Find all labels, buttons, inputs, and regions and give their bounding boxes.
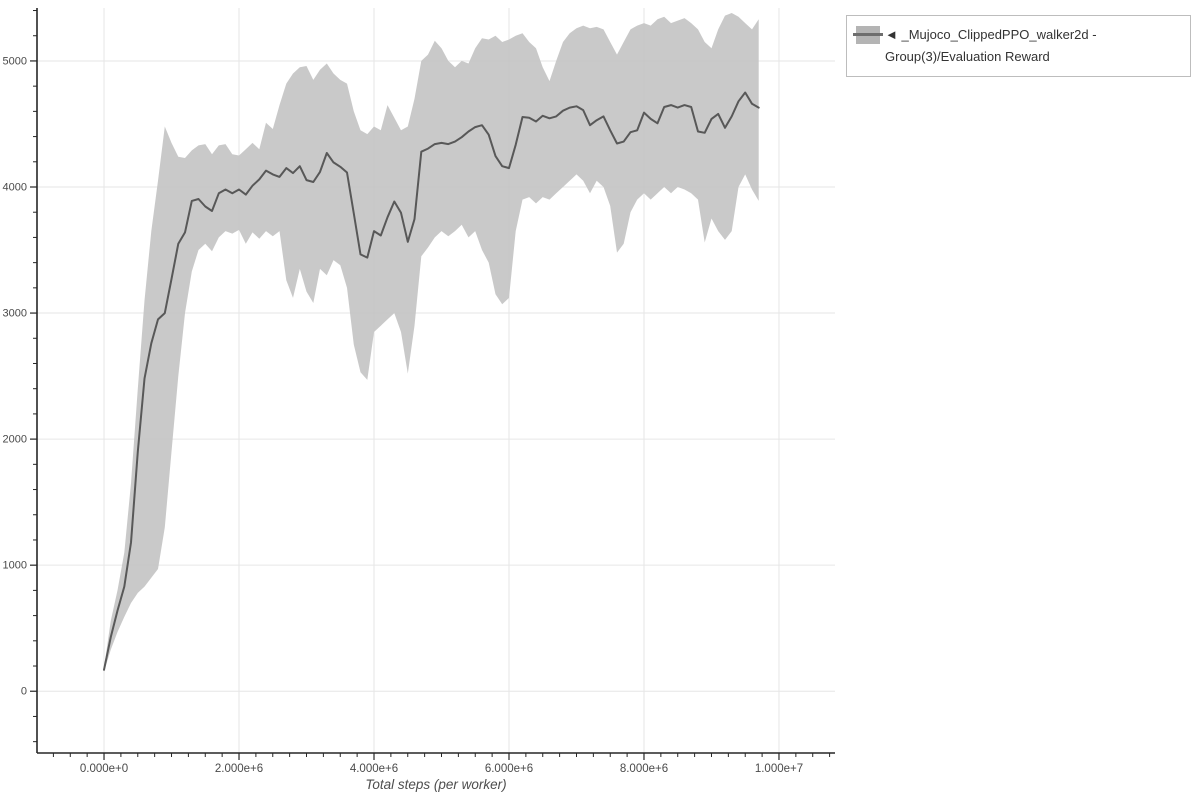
legend-item[interactable]: ◄ _Mujoco_ClippedPPO_walker2d - Group(3)… — [853, 24, 1182, 68]
y-tick-label: 1000 — [3, 560, 27, 572]
x-tick-label: 2.000e+6 — [215, 763, 263, 775]
y-tick-label: 2000 — [3, 434, 27, 446]
x-tick-label: 4.000e+6 — [350, 763, 398, 775]
y-tick-label: 4000 — [3, 182, 27, 194]
x-tick-label: 0.000e+0 — [80, 763, 128, 775]
y-tick-label: 3000 — [3, 308, 27, 320]
series-line-swatch-icon — [853, 33, 883, 36]
y-tick-label: 5000 — [3, 55, 27, 67]
x-tick-label: 1.000e+7 — [755, 763, 803, 775]
chart-canvas: 0.000e+0 2.000e+6 4.000e+6 6.000e+6 8.000e+6… — [3, 8, 835, 775]
stddev-band — [104, 13, 759, 672]
mean-reward-line — [103, 91, 760, 671]
y-tick-label: 0 — [21, 686, 27, 698]
legend-box: ◄ _Mujoco_ClippedPPO_walker2d - Group(3)… — [846, 15, 1191, 77]
reward-chart: 0.000e+0 2.000e+6 4.000e+6 6.000e+6 8.000e+6… — [3, 8, 835, 792]
x-tick-label: 8.000e+6 — [620, 763, 668, 775]
series-band-swatch-icon — [853, 26, 883, 44]
x-tick-label: 6.000e+6 — [485, 763, 533, 775]
legend-label: ◄ _Mujoco_ClippedPPO_walker2d - Group(3)… — [885, 27, 1097, 64]
x-axis-label: Total steps (per worker) — [365, 777, 507, 792]
